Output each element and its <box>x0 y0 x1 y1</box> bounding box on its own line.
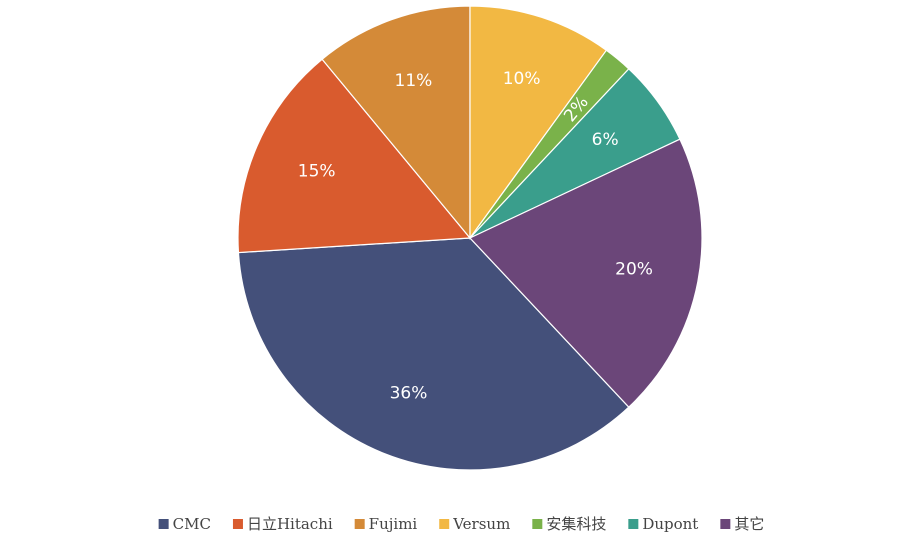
legend-label: Dupont <box>642 515 698 533</box>
legend-swatch <box>354 519 365 529</box>
legend-label: Versum <box>452 515 510 533</box>
pie-slice <box>321 5 471 240</box>
data-label: 20% <box>615 259 653 279</box>
legend-swatch <box>532 519 543 529</box>
legend-swatch <box>232 519 243 529</box>
legend-swatch <box>439 519 450 529</box>
legend-label: Fujimi <box>369 515 418 533</box>
pie-slice <box>468 138 703 408</box>
pie-slice <box>469 5 608 240</box>
data-label: 36% <box>390 383 428 403</box>
legend-label: CMC <box>173 515 211 533</box>
data-label: 15% <box>298 162 336 182</box>
legend-swatch <box>158 519 169 529</box>
legend-label: 日立Hitachi <box>247 515 333 533</box>
legend-swatch <box>628 519 639 529</box>
pie-slice <box>237 237 630 471</box>
legend-swatch <box>720 519 731 529</box>
legend-label: 其它 <box>734 515 764 533</box>
data-label: 10% <box>503 69 541 89</box>
data-label: 11% <box>395 71 433 91</box>
legend-label: 安集科技 <box>546 515 606 533</box>
pie-slice <box>237 58 472 254</box>
data-label: 6% <box>592 130 619 150</box>
